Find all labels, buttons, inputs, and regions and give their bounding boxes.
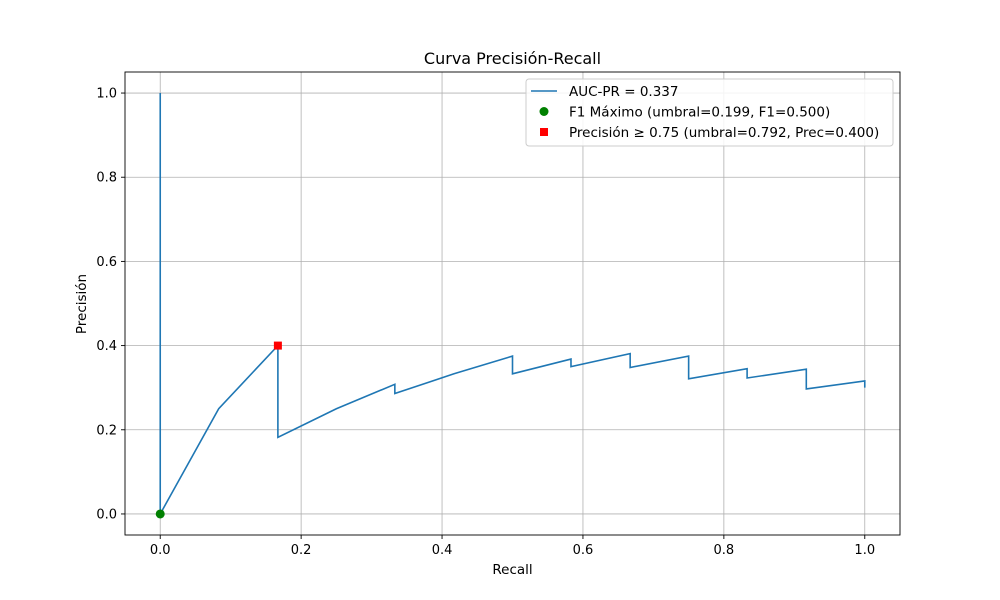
series-line [159,93,866,518]
y-tick-label: 0.4 [96,339,117,354]
y-tick-label: 0.8 [96,171,117,186]
x-tick-label: 0.0 [150,543,171,558]
x-axis-title: Recall [492,562,532,578]
chart-title: Curva Precisión-Recall [424,49,601,68]
legend-circle-handle [539,107,549,116]
x-tick-label: 0.6 [573,543,594,558]
y-tick-label: 1.0 [96,87,117,102]
legend-label: Precisión ≥ 0.75 (umbral=0.792, Prec=0.4… [569,125,879,141]
y-axis-title: Precisión [74,274,90,334]
f1-max-point [155,509,165,519]
x-tick-label: 0.2 [291,543,312,558]
x-tick-label: 0.8 [714,543,735,558]
y-tick-label: 0.6 [96,255,117,270]
plot-frame [124,71,901,536]
precision-threshold-point [273,341,282,350]
legend-label: AUC-PR = 0.337 [569,84,678,100]
legend-label: F1 Máximo (umbral=0.199, F1=0.500) [569,105,830,121]
legend-box [525,78,894,147]
y-tick-label: 0.0 [96,507,117,522]
x-tick-label: 0.4 [432,543,453,558]
y-tick-label: 0.2 [96,423,117,438]
legend-square-handle [540,128,548,136]
x-tick-label: 1.0 [854,543,875,558]
